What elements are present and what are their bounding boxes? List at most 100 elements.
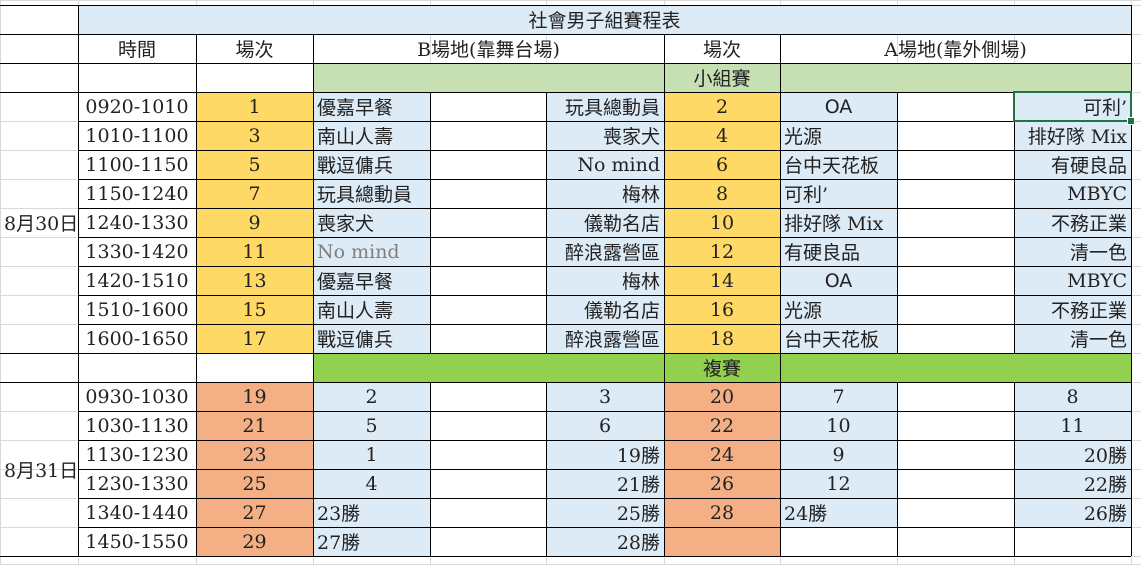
d1-venue-b-team1[interactable]: 戰逗傭兵: [313, 150, 430, 179]
d1-venue-a-team1[interactable]: 有硬良品: [780, 237, 897, 266]
d1-venue-b-team2[interactable]: 醉浪露營區: [546, 237, 664, 266]
sheet-title[interactable]: 社會男子組賽程表: [78, 5, 1131, 34]
d1-time-cell[interactable]: 1010-1100: [85, 124, 189, 147]
d1-venue-a-team2[interactable]: 可利’: [1014, 92, 1131, 121]
header-venue-b[interactable]: B場地(靠舞台場): [417, 39, 560, 61]
d1-venue-a-team1[interactable]: 可利’: [780, 179, 897, 208]
d1-match-no-a[interactable]: 14: [664, 266, 780, 295]
d1-venue-a-team1[interactable]: 台中天花板: [780, 324, 897, 353]
d1-venue-b-team1[interactable]: 玩具總動員: [313, 179, 430, 208]
d1-venue-b-team1[interactable]: 優嘉早餐: [313, 92, 430, 121]
d2-venue-b-team1[interactable]: 1: [313, 440, 430, 469]
d1-match-no-a[interactable]: 10: [664, 208, 780, 237]
d1-match-no-b[interactable]: 15: [196, 295, 313, 324]
d1-venue-b-team1[interactable]: 喪家犬: [313, 208, 430, 237]
d2-match-no-b[interactable]: 19: [196, 382, 313, 411]
header-venue-a[interactable]: A場地(靠外側場): [884, 39, 1027, 61]
d1-time-cell[interactable]: 1240-1330: [85, 211, 189, 234]
d2-venue-b-team1[interactable]: 23勝: [313, 498, 430, 527]
d1-match-no-b[interactable]: 3: [196, 121, 313, 150]
d1-venue-a-team2[interactable]: 排好隊 Mix: [1014, 121, 1131, 150]
d1-venue-b-team2[interactable]: 醉浪露營區: [546, 324, 664, 353]
d1-time-cell[interactable]: 1100-1150: [85, 153, 189, 176]
d2-venue-b-team2[interactable]: 6: [546, 411, 664, 440]
d2-match-no-b[interactable]: 23: [196, 440, 313, 469]
d1-venue-b-team1[interactable]: 南山人壽: [313, 121, 430, 150]
d1-match-no-a[interactable]: 6: [664, 150, 780, 179]
d2-venue-b-team1[interactable]: 27勝: [313, 527, 430, 556]
section-group-stage[interactable]: 小組賽: [313, 63, 1131, 92]
d1-venue-b-team2[interactable]: 儀勒名店: [546, 295, 664, 324]
d1-venue-a-team2[interactable]: 不務正業: [1014, 208, 1131, 237]
d1-venue-a-team2[interactable]: 清一色: [1014, 237, 1131, 266]
d2-match-no-a[interactable]: 26: [664, 469, 780, 498]
d2-venue-a-team2[interactable]: 8: [1014, 382, 1131, 411]
d2-match-no-a[interactable]: 28: [664, 498, 780, 527]
d1-match-no-b[interactable]: 13: [196, 266, 313, 295]
d1-time-cell[interactable]: 1330-1420: [85, 240, 189, 263]
d1-time-cell[interactable]: 1600-1650: [85, 327, 189, 350]
d1-match-no-b[interactable]: 5: [196, 150, 313, 179]
d1-venue-a-team2[interactable]: 清一色: [1014, 324, 1131, 353]
d2-time-cell[interactable]: 0930-1030: [85, 385, 189, 408]
header-match-no-2[interactable]: 場次: [702, 39, 741, 61]
d2-match-no-a[interactable]: 22: [664, 411, 780, 440]
d1-venue-a-team2[interactable]: MBYC: [1014, 266, 1131, 295]
d1-time-cell[interactable]: 1420-1510: [85, 269, 189, 292]
d1-match-no-a[interactable]: 2: [664, 92, 780, 121]
d1-match-no-a[interactable]: 12: [664, 237, 780, 266]
d2-venue-a-team2[interactable]: 11: [1014, 411, 1131, 440]
d1-time-cell[interactable]: 1150-1240: [85, 182, 189, 205]
d2-venue-b-team2[interactable]: 19勝: [546, 440, 664, 469]
d1-match-no-b[interactable]: 9: [196, 208, 313, 237]
d1-venue-b-team2[interactable]: 梅林: [546, 179, 664, 208]
d2-match-no-a[interactable]: 20: [664, 382, 780, 411]
d1-venue-b-team2[interactable]: No mind: [546, 150, 664, 179]
d2-match-no-a[interactable]: [664, 527, 780, 556]
d2-venue-a-team2[interactable]: 22勝: [1014, 469, 1131, 498]
d1-venue-b-team2[interactable]: 玩具總動員: [546, 92, 664, 121]
d1-venue-a-team1[interactable]: 台中天花板: [780, 150, 897, 179]
d2-venue-b-team1[interactable]: 5: [313, 411, 430, 440]
d1-match-no-a[interactable]: 18: [664, 324, 780, 353]
d2-venue-b-team1[interactable]: 2: [313, 382, 430, 411]
d1-venue-b-team2[interactable]: 梅林: [546, 266, 664, 295]
d1-venue-a-team1[interactable]: 光源: [780, 121, 897, 150]
header-time[interactable]: 時間: [117, 39, 156, 61]
section-playoffs[interactable]: 複賽: [313, 353, 1131, 382]
d1-venue-a-team1[interactable]: 光源: [780, 295, 897, 324]
d2-time-cell[interactable]: 1340-1440: [85, 501, 189, 524]
d2-venue-b-team2[interactable]: 25勝: [546, 498, 664, 527]
d1-venue-a-team2[interactable]: 有硬良品: [1014, 150, 1131, 179]
d2-time-cell[interactable]: 1230-1330: [85, 472, 189, 495]
d1-match-no-a[interactable]: 8: [664, 179, 780, 208]
d2-venue-a-team1[interactable]: 10: [780, 411, 897, 440]
header-match-no[interactable]: 場次: [235, 39, 274, 61]
d1-venue-b-team1[interactable]: 戰逗傭兵: [313, 324, 430, 353]
d1-venue-b-team2[interactable]: 喪家犬: [546, 121, 664, 150]
d1-venue-b-team1[interactable]: No mind: [313, 237, 430, 266]
d1-venue-a-team1[interactable]: OA: [780, 266, 897, 295]
d2-match-no-a[interactable]: 24: [664, 440, 780, 469]
d1-venue-a-team1[interactable]: 排好隊 Mix: [780, 208, 897, 237]
d1-time-cell[interactable]: 1510-1600: [85, 298, 189, 321]
d2-match-no-b[interactable]: 27: [196, 498, 313, 527]
d1-match-no-b[interactable]: 1: [196, 92, 313, 121]
d2-time-cell[interactable]: 1030-1130: [85, 414, 189, 437]
d2-venue-b-team2[interactable]: 21勝: [546, 469, 664, 498]
date-day2[interactable]: 8月31日: [4, 459, 78, 482]
d1-venue-a-team2[interactable]: MBYC: [1014, 179, 1131, 208]
d1-time-cell[interactable]: 0920-1010: [85, 95, 189, 118]
d2-venue-a-team2[interactable]: 26勝: [1014, 498, 1131, 527]
d2-venue-b-team1[interactable]: 4: [313, 469, 430, 498]
d2-match-no-b[interactable]: 29: [196, 527, 313, 556]
fill-handle[interactable]: [1127, 117, 1135, 125]
d1-venue-b-team1[interactable]: 南山人壽: [313, 295, 430, 324]
d2-match-no-b[interactable]: 21: [196, 411, 313, 440]
d2-time-cell[interactable]: 1130-1230: [85, 443, 189, 466]
d1-match-no-b[interactable]: 11: [196, 237, 313, 266]
d1-match-no-a[interactable]: 4: [664, 121, 780, 150]
d1-venue-a-team1[interactable]: OA: [780, 92, 897, 121]
d1-match-no-b[interactable]: 17: [196, 324, 313, 353]
d1-venue-b-team2[interactable]: 儀勒名店: [546, 208, 664, 237]
